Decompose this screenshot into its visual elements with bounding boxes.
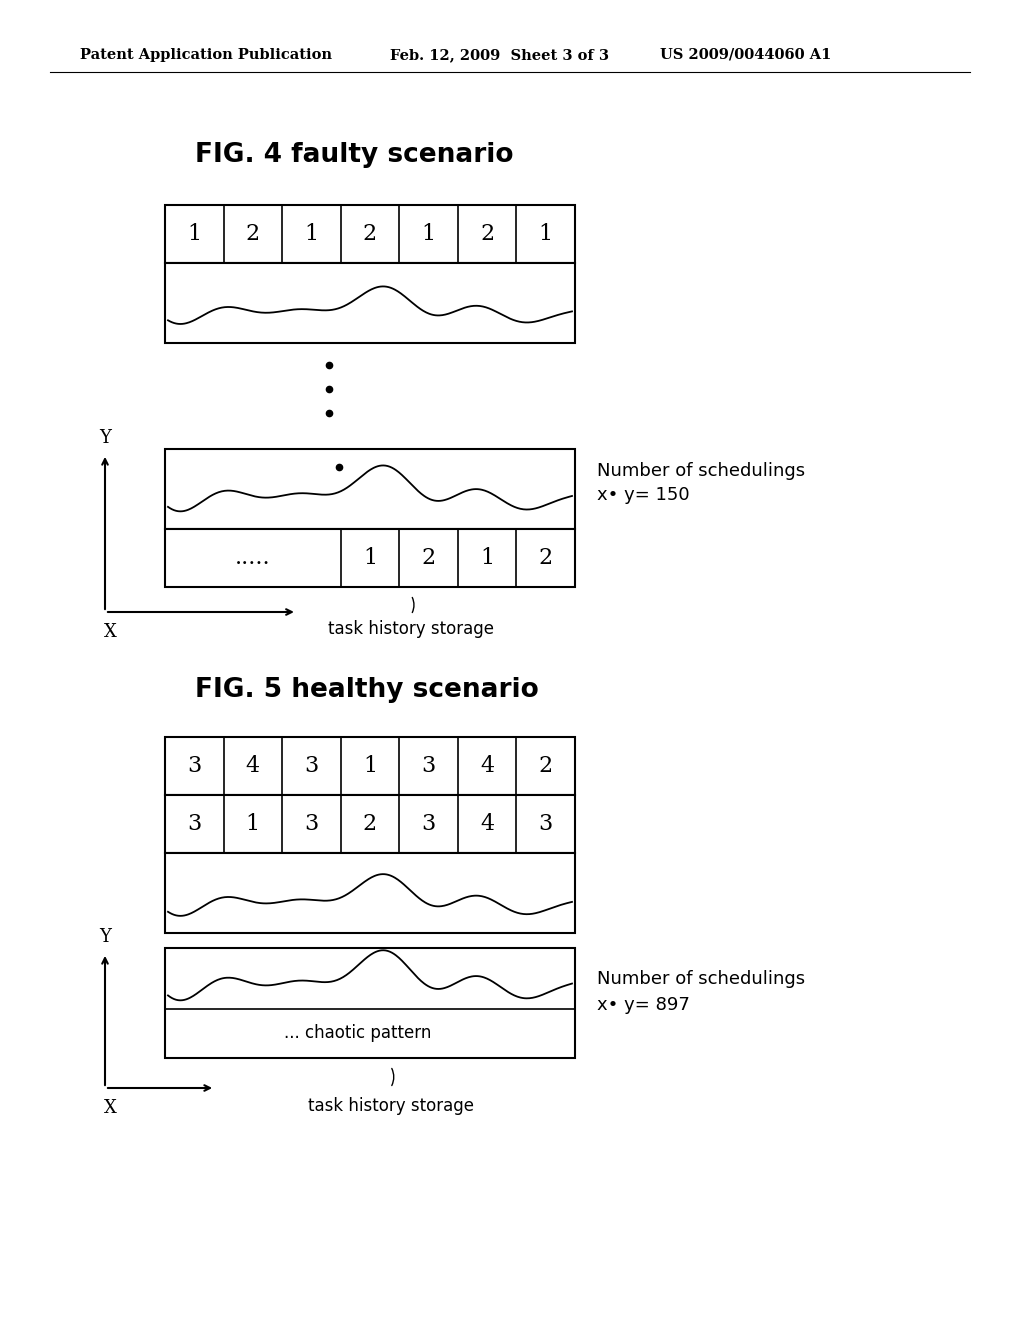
Bar [165,529,575,587]
Text: 2: 2 [246,223,260,246]
Text: 2: 2 [362,223,377,246]
Text: 1: 1 [422,223,435,246]
Text: 2: 2 [480,223,495,246]
Text: 3: 3 [422,813,435,836]
Text: 2: 2 [362,813,377,836]
Text: 4: 4 [480,755,495,777]
Bar [165,263,575,343]
Text: 1: 1 [246,813,260,836]
Text: 4: 4 [246,755,260,777]
Text: FIG. 5 healthy scenario: FIG. 5 healthy scenario [195,677,539,704]
Text: Feb. 12, 2009  Sheet 3 of 3: Feb. 12, 2009 Sheet 3 of 3 [390,48,609,62]
Text: Patent Application Publication: Patent Application Publication [80,48,332,62]
Text: X: X [103,623,117,642]
Text: 3: 3 [422,755,435,777]
Text: 3: 3 [539,813,553,836]
Text: task history storage: task history storage [328,620,494,638]
Text: 1: 1 [187,223,202,246]
Bar [165,449,575,529]
Text: Y: Y [99,928,111,946]
Bar [165,795,575,853]
Text: 1: 1 [539,223,553,246]
Text: 3: 3 [187,813,202,836]
Text: ... chaotic pattern: ... chaotic pattern [284,1024,431,1043]
Text: US 2009/0044060 A1: US 2009/0044060 A1 [660,48,831,62]
Bar [165,948,575,1059]
Text: 1: 1 [480,546,495,569]
Text: x• y= 150: x• y= 150 [597,486,689,504]
Text: 2: 2 [539,546,553,569]
Text: X: X [103,1100,117,1117]
Text: 4: 4 [480,813,495,836]
Text: 1: 1 [362,755,377,777]
Text: 1: 1 [362,546,377,569]
Text: x• y= 897: x• y= 897 [597,997,690,1014]
Text: 3: 3 [187,755,202,777]
Text: 3: 3 [304,755,318,777]
Text: Y: Y [99,429,111,447]
Text: 1: 1 [304,223,318,246]
Bar [165,853,575,933]
Text: Number of schedulings: Number of schedulings [597,462,805,480]
Bar [165,737,575,795]
Text: 2: 2 [539,755,553,777]
Text: 3: 3 [304,813,318,836]
Text: task history storage: task history storage [307,1097,473,1115]
Text: FIG. 4 faulty scenario: FIG. 4 faulty scenario [195,143,513,168]
Text: 2: 2 [422,546,435,569]
Text: Number of schedulings: Number of schedulings [597,970,805,987]
Bar [165,205,575,263]
Text: .....: ..... [236,546,270,569]
